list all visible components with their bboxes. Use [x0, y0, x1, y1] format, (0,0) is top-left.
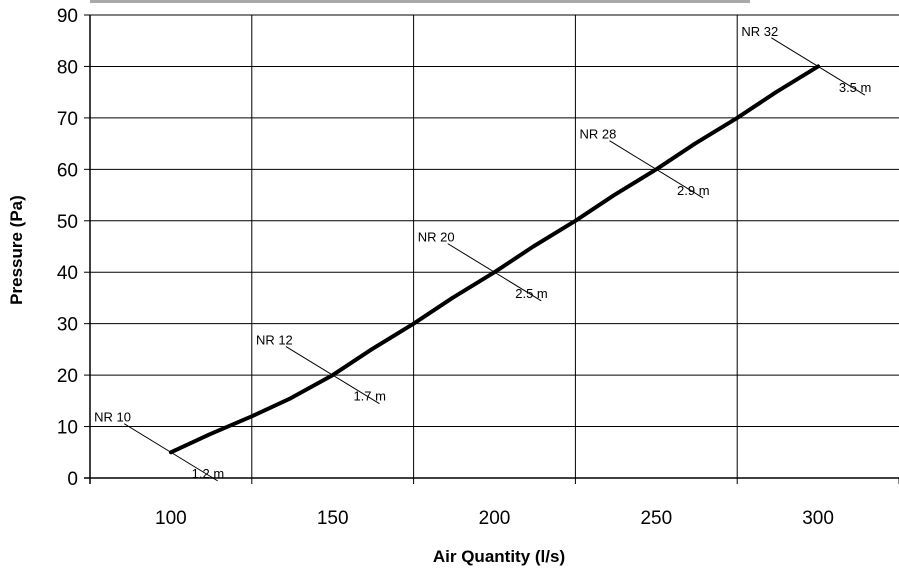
y-tick-label: 50 — [57, 212, 78, 233]
x-axis-title: Air Quantity (l/s) — [433, 547, 565, 566]
y-tick-label: 10 — [57, 418, 78, 439]
grid — [90, 14, 899, 478]
x-tick-label: 300 — [802, 508, 834, 529]
x-tick-label: 150 — [317, 508, 349, 529]
annotation-distance-label: 2.9 m — [677, 183, 710, 198]
tick-labels: 0 10 20 30 40 50 60 70 80 90 100 150 200 250 300 — [57, 6, 834, 529]
axes — [84, 14, 899, 484]
series-line — [168, 64, 821, 455]
top-bar — [90, 0, 750, 3]
annotation-nr-label: NR 28 — [580, 127, 617, 142]
x-tick-label: 200 — [479, 508, 511, 529]
y-tick-label: 30 — [57, 315, 78, 336]
x-tick-label: 100 — [155, 508, 187, 529]
series — [168, 64, 821, 455]
y-tick-label: 90 — [57, 6, 78, 27]
y-tick-label: 0 — [67, 469, 78, 490]
y-axis-title: Pressure (Pa) — [7, 195, 26, 305]
annotations: NR 10 1.2 m NR 12 1.7 m NR 20 2.5 m NR 28 2.9 m… — [94, 24, 872, 482]
annotation-nr-label: NR 12 — [256, 333, 293, 348]
y-tick-label: 80 — [57, 57, 78, 78]
annotation-distance-label: 1.2 m — [192, 466, 225, 481]
annotation-nr-label: NR 32 — [741, 24, 778, 39]
annotation-distance-label: 2.5 m — [515, 286, 548, 301]
annotation-distance-label: 1.7 m — [353, 389, 386, 404]
y-tick-label: 60 — [57, 160, 78, 181]
annotation-nr-label: NR 20 — [418, 230, 455, 245]
y-tick-label: 70 — [57, 109, 78, 130]
x-tick-label: 250 — [640, 508, 672, 529]
annotation-distance-label: 3.5 m — [839, 80, 872, 95]
annotation-nr-label: NR 10 — [94, 410, 131, 425]
y-tick-label: 20 — [57, 366, 78, 387]
y-tick-label: 40 — [57, 263, 78, 284]
